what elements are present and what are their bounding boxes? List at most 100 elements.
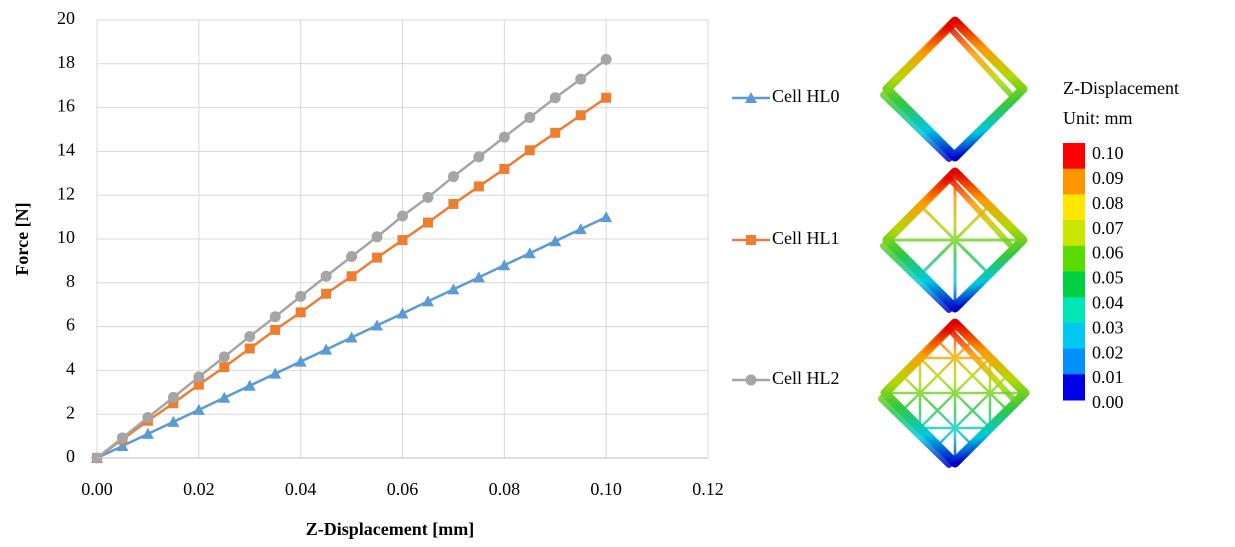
point: [218, 351, 230, 363]
colorbar-tick-label: 0.05: [1092, 268, 1124, 288]
x-axis-title: Z-Displacement [mm]: [306, 519, 474, 539]
legend-label: Cell HL2: [772, 368, 840, 388]
x-tick-label: 0.00: [81, 479, 113, 499]
x-tick-label: 0.08: [489, 479, 521, 499]
point: [448, 198, 459, 209]
y-tick-label: 4: [66, 359, 75, 379]
x-tick-label: 0.02: [183, 479, 215, 499]
point: [142, 411, 154, 423]
point: [574, 223, 587, 235]
legend-marker: [746, 235, 756, 245]
plot-area: 0 2 4 6 8 10 12 14 16 18 20 0.00 0.02 0.04 0.06 0.08 0.1…: [57, 8, 724, 499]
point: [422, 191, 434, 203]
point: [575, 110, 586, 121]
point: [371, 319, 384, 331]
point: [498, 259, 511, 271]
point: [498, 131, 510, 143]
point: [549, 92, 561, 104]
point: [244, 330, 256, 342]
point: [550, 127, 561, 138]
point: [193, 371, 205, 383]
colorbar-tick-label: 0.06: [1092, 243, 1124, 263]
point: [320, 270, 332, 282]
point: [168, 398, 179, 409]
point: [167, 391, 179, 403]
legend-label: Cell HL0: [772, 86, 840, 106]
y-tick-label: 8: [66, 271, 75, 291]
legend-label: Cell HL1: [772, 228, 840, 248]
point: [244, 343, 255, 354]
point: [295, 307, 306, 318]
point: [473, 181, 484, 192]
point: [371, 231, 383, 243]
point: [397, 210, 408, 222]
point: [600, 53, 612, 65]
y-tick-label: 6: [66, 315, 75, 335]
colorbar-tick-label: 0.02: [1092, 342, 1124, 362]
point: [141, 427, 154, 439]
point: [321, 288, 332, 299]
y-tick-label: 2: [66, 402, 75, 422]
colorbar-band: [1063, 194, 1085, 221]
point: [396, 307, 409, 319]
colorbar-tick-label: 0.10: [1092, 143, 1124, 163]
y-axis-title: Force [N]: [12, 202, 32, 275]
point: [320, 343, 333, 355]
point: [549, 235, 562, 247]
point: [447, 171, 459, 183]
colorbar-band: [1063, 297, 1085, 324]
point: [294, 355, 307, 367]
point: [193, 379, 204, 390]
y-tick-label: 20: [57, 8, 75, 28]
point: [421, 295, 434, 307]
colorbar-unit: Unit: mm: [1063, 108, 1133, 128]
colorbar-band: [1063, 374, 1085, 401]
x-tick-label: 0.12: [692, 479, 724, 499]
point: [218, 391, 231, 403]
point: [346, 271, 357, 282]
colorbar-band: [1063, 143, 1085, 170]
y-tick-label: 12: [57, 183, 75, 203]
y-tick-label: 18: [57, 52, 75, 72]
colorbar: 0.10 0.09 0.08 0.07 0.06 0.05 0.04 0.03 0.02 0.01…: [1063, 143, 1124, 412]
x-tick-label: 0.06: [387, 479, 419, 499]
point: [270, 324, 281, 335]
colorbar-band: [1063, 322, 1085, 350]
cell-hl1-image: [880, 167, 1028, 313]
point: [372, 252, 383, 263]
colorbar-tick-label: 0.08: [1092, 193, 1124, 213]
colorbar-tick-label: 0.07: [1092, 218, 1124, 238]
point: [243, 379, 256, 391]
y-tick-label: 10: [57, 227, 75, 247]
point: [524, 111, 536, 123]
point: [116, 439, 129, 451]
point: [473, 151, 485, 163]
colorbar-band: [1063, 245, 1085, 272]
point: [575, 73, 587, 85]
y-tick-label: 0: [66, 446, 75, 466]
y-tick-label: 14: [57, 140, 75, 160]
x-tick-label: 0.04: [285, 479, 317, 499]
cell-hl0-image: [880, 16, 1028, 162]
colorbar-tick-label: 0.00: [1092, 392, 1124, 412]
point: [601, 92, 612, 103]
legend-marker: [745, 92, 757, 103]
point: [447, 283, 460, 295]
point: [524, 145, 535, 156]
point: [397, 235, 408, 246]
point: [116, 432, 128, 444]
colorbar-title: Z-Displacement: [1063, 78, 1179, 98]
x-tick-label: 0.10: [590, 479, 622, 499]
colorbar-tick-label: 0.03: [1092, 317, 1124, 337]
point: [269, 367, 282, 379]
cell-hl2-image: [878, 318, 1030, 468]
legend-marker: [745, 374, 757, 386]
point: [269, 311, 281, 323]
point: [295, 290, 307, 302]
point: [345, 331, 358, 343]
point: [422, 217, 433, 228]
point: [219, 362, 230, 373]
colorbar-band: [1063, 271, 1085, 298]
point: [192, 403, 205, 415]
colorbar-band: [1063, 348, 1085, 375]
